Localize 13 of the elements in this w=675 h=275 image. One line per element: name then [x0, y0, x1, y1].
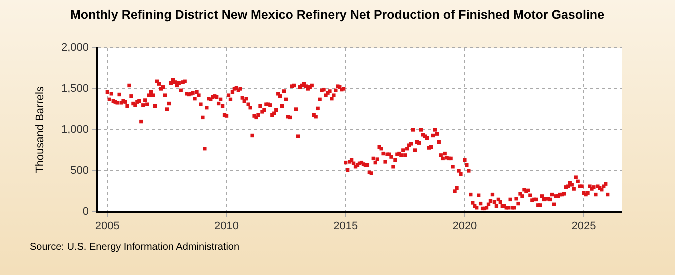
x-tick-label: 2025 [572, 220, 596, 233]
y-tick-label: 1,500 [61, 83, 89, 96]
chart-title: Monthly Refining District New Mexico Refinery Net Production of Finished Motor Gasoline [69, 8, 606, 22]
y-axis-title: Thousand Barrels [34, 86, 47, 174]
y-tick-label: 2,000 [61, 42, 89, 54]
y-tick-label: 500 [70, 165, 89, 178]
x-tick-label: 2015 [334, 220, 358, 233]
x-tick-label: 2005 [95, 220, 120, 233]
y-tick-label: 0 [82, 206, 89, 218]
x-tick-label: 2020 [452, 220, 478, 233]
x-tick-label: 2010 [214, 220, 239, 233]
source-note: Source: U.S. Energy Information Administration [30, 242, 240, 253]
y-tick-label: 1,000 [61, 124, 89, 136]
